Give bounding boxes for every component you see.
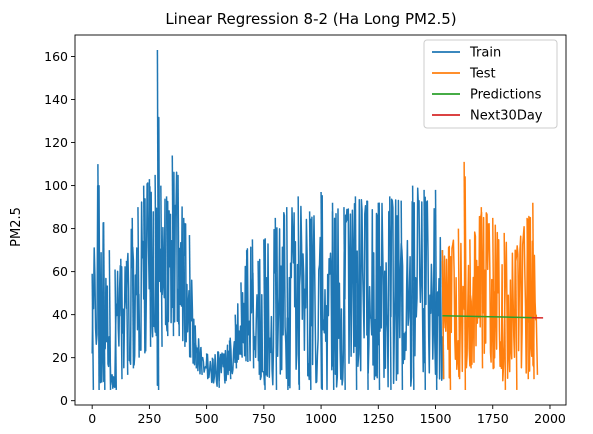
series-test-peak [441,250,445,380]
series-train-peak [377,202,381,390]
y-tick-label: 0 [60,393,68,408]
series-train-peak [131,217,135,369]
series-train-peak [343,207,346,390]
y-tick-label: 60 [52,264,68,279]
x-tick-label: 500 [195,411,219,426]
series-train-peak [211,357,215,384]
x-tick-label: 750 [252,411,276,426]
legend-label-predictions: Predictions [470,88,542,103]
series-train-peak [194,325,198,369]
x-tick-label: 1500 [420,411,452,426]
x-tick-label: 1000 [305,411,337,426]
axes: 0 250 500 750 1000 1250 1500 1750 2000 0 20 40 60 80 1… [44,34,567,426]
series-train-peak [263,239,266,390]
series-train-peak [156,50,160,390]
series-train-peak [223,353,226,384]
y-tick-label: 20 [52,350,68,365]
series-test-peak [463,161,467,390]
chart-title: Linear Regression 8-2 (Ha Long PM2.5) [165,10,456,28]
series-train-peak [320,192,324,390]
series-train-peak [91,273,95,390]
series-train-peak [228,340,232,380]
series-train-peak [366,200,369,390]
legend-box [423,39,558,129]
series-train-peak [308,211,312,390]
legend-label-next30day: Next30Day [470,109,543,124]
y-tick-label: 160 [44,49,68,64]
y-axis-label: PM2.5 [9,207,24,247]
series-train-peak [274,217,278,390]
series-train-peak [217,351,221,388]
y-tick-label: 140 [44,92,68,107]
series-train-peak [171,155,175,337]
series-train-peak [177,174,180,337]
series-train-peak [297,196,301,390]
series-train-peak [108,250,112,390]
series-test-peak [492,217,495,369]
legend-label-test: Test [469,67,496,82]
series-test-peak [457,228,461,380]
plot-area [91,50,544,391]
series-train-peak [388,196,392,390]
series-test-peak [526,217,530,380]
series-train-peak [114,269,118,390]
series-train-peak [154,174,158,337]
series-train-peak [205,353,209,380]
series-train-peak [97,164,100,390]
series-test-peak [503,232,507,390]
y-tick-label: 100 [44,178,68,193]
series-test-peak [480,207,484,369]
series-train-peak [331,202,335,390]
series-train-peak [245,250,249,362]
x-tick-label: 250 [137,411,161,426]
series-train-peak [423,189,427,390]
series-train-peak [234,314,238,369]
series-test-peak [448,245,452,390]
series-train-peak [240,282,243,358]
series-train-peak [142,185,146,354]
y-tick-label: 40 [52,307,68,322]
series-train-peak [160,185,163,347]
legend: Train Test Predictions Next30Day [423,39,558,129]
series-train-peak [200,346,203,375]
series-test-peak [532,202,535,380]
series-train-peak [125,260,129,375]
series-train-peak [251,239,255,369]
series-train-peak [354,196,358,390]
series-test-peak [514,250,518,390]
y-tick-label: 120 [44,135,68,150]
series-test-peak [535,314,539,375]
series-train-peak [120,258,123,380]
series-train-peak [165,196,169,337]
x-tick-label: 1250 [362,411,394,426]
x-tick-label: 2000 [534,411,566,426]
series-test-line [441,176,537,382]
series-train-peak [257,260,261,375]
legend-label-train: Train [469,46,501,61]
plot-frame [74,34,567,406]
series-test-peak [469,239,472,369]
x-tick-label: 1750 [477,411,509,426]
y-tick-label: 80 [52,221,68,236]
series-train-peak [137,207,140,358]
series-train-peak [182,217,186,347]
series-train-peak [411,185,415,390]
series-train-peak [148,179,152,347]
x-tick-label: 0 [88,411,96,426]
series-train-peak [188,235,192,358]
series-train-peak [102,222,106,390]
series-predictions-line [442,314,537,319]
series-train-peak [285,207,289,390]
series-train-peak [434,189,438,390]
series-train-peak [400,200,404,390]
